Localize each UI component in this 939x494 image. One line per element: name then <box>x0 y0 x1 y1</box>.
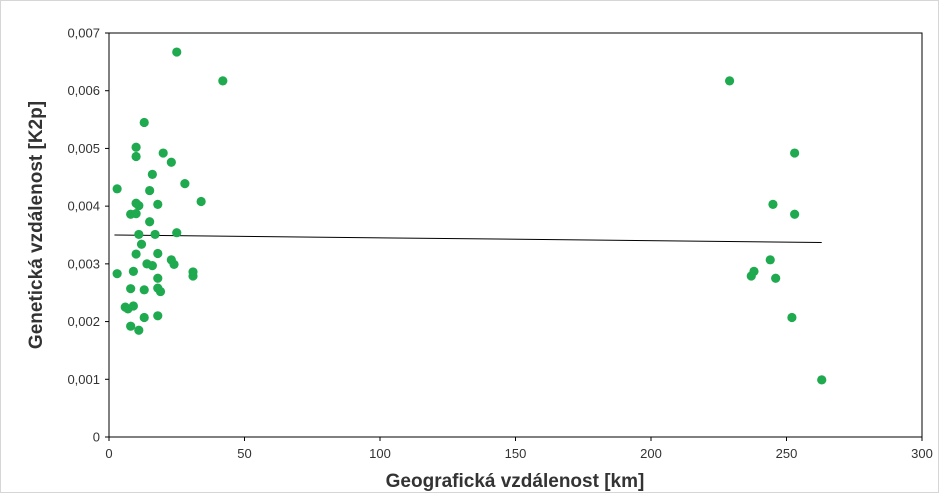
data-point <box>147 169 157 179</box>
data-point <box>131 142 141 152</box>
data-point <box>153 199 163 210</box>
data-point <box>787 312 797 323</box>
data-point <box>112 269 122 279</box>
data-point <box>188 271 198 281</box>
x-axis-title: Geografická vzdálenost [km] <box>386 471 645 492</box>
data-point <box>134 325 144 335</box>
data-point <box>145 217 155 227</box>
y-tick-label: 0,001 <box>67 372 100 387</box>
x-tick-label: 0 <box>105 446 112 461</box>
data-point <box>172 228 182 238</box>
data-point <box>147 260 157 271</box>
x-tick-label: 150 <box>505 446 527 461</box>
y-tick-label: 0,007 <box>67 26 100 41</box>
y-tick-label: 0,005 <box>67 141 100 156</box>
data-point <box>139 117 149 128</box>
data-point <box>169 259 179 270</box>
y-tick-label: 0,006 <box>67 83 100 98</box>
data-points <box>112 47 827 385</box>
y-tick-label: 0,003 <box>67 256 100 271</box>
data-point <box>153 311 163 321</box>
data-point <box>155 286 166 297</box>
data-point <box>128 266 138 276</box>
data-point <box>139 312 149 323</box>
data-point <box>131 249 141 259</box>
data-point <box>180 179 190 189</box>
data-point <box>158 148 168 158</box>
trendline <box>114 234 822 244</box>
x-tick-label: 200 <box>640 446 662 461</box>
data-point <box>724 76 735 86</box>
data-point <box>790 209 800 219</box>
y-tick-label: 0,004 <box>67 199 100 214</box>
y-tick-label: 0 <box>93 430 100 445</box>
data-point <box>134 200 144 211</box>
data-point <box>790 148 800 158</box>
trendline-layer <box>114 234 822 244</box>
data-point <box>145 185 155 196</box>
data-point <box>136 239 147 249</box>
data-point <box>196 196 206 207</box>
x-tick-label: 250 <box>776 446 798 461</box>
data-point <box>128 301 138 311</box>
data-point <box>126 284 136 294</box>
data-point <box>126 321 136 331</box>
data-point <box>172 47 182 57</box>
y-tick-label: 0,002 <box>67 314 100 329</box>
x-tick-label: 300 <box>911 446 933 461</box>
data-point <box>112 184 122 194</box>
data-point <box>134 229 144 240</box>
data-point <box>153 273 163 283</box>
data-point <box>817 375 827 385</box>
x-tick-label: 50 <box>237 446 251 461</box>
data-point <box>150 229 160 240</box>
data-point <box>749 266 759 276</box>
x-tick-label: 100 <box>369 446 391 461</box>
data-point <box>166 157 176 167</box>
data-point <box>771 273 781 283</box>
y-axis-ticks: 0 0,001 0,002 0,003 0,004 0,005 0,006 0,007 <box>67 26 109 445</box>
x-axis-ticks: 0 50 100 150 200 250 300 <box>105 437 933 461</box>
data-point <box>765 255 775 265</box>
data-point <box>218 76 228 86</box>
data-point <box>768 199 778 210</box>
y-axis-title: Genetická vzdálenost [K2p] <box>26 101 47 349</box>
plot-area <box>108 32 923 438</box>
data-point <box>153 248 163 259</box>
data-point <box>139 285 149 295</box>
data-point <box>131 209 141 219</box>
data-point <box>131 151 141 162</box>
